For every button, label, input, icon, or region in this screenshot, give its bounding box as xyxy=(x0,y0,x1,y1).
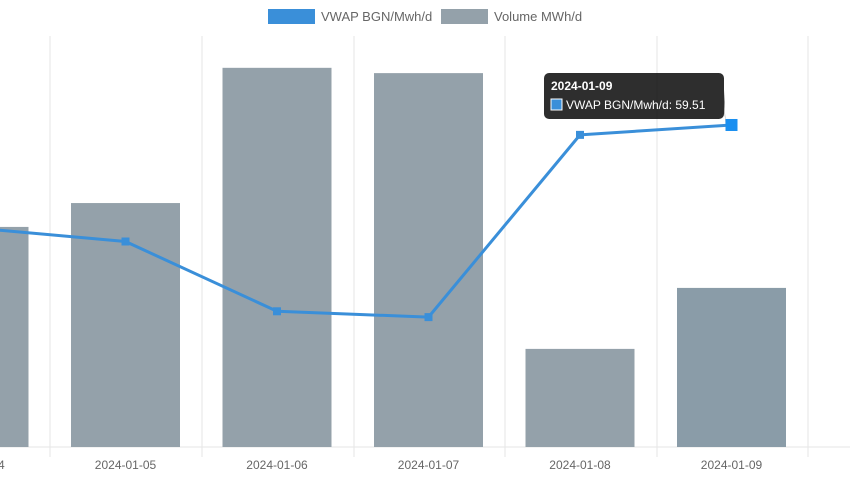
volume-bar-2024-01-04[interactable] xyxy=(0,226,29,447)
x-tick-label: 2024-01-09 xyxy=(701,458,763,472)
legend-item-volume[interactable]: Volume MWh/d xyxy=(441,9,582,24)
vwap-line xyxy=(0,123,732,319)
legend-label-vwap: VWAP BGN/Mwh/d xyxy=(321,9,432,24)
x-tick-label: 2024-01-08 xyxy=(549,458,611,472)
vwap-point-2024-01-05[interactable] xyxy=(121,237,130,246)
volume-bar-2024-01-07[interactable] xyxy=(374,73,483,447)
bar-series xyxy=(0,67,786,448)
x-tick-label: 2024-01-04 xyxy=(0,458,5,472)
tooltip-body: VWAP BGN/Mwh/d: 59.51 xyxy=(566,98,706,112)
volume-bar-2024-01-06[interactable] xyxy=(222,67,332,448)
tooltip-box xyxy=(544,73,724,119)
volume-bar-2024-01-09[interactable] xyxy=(677,287,786,447)
tooltip-caret xyxy=(724,90,726,125)
legend: VWAP BGN/Mwh/d Volume MWh/d xyxy=(268,9,582,24)
legend-swatch-volume xyxy=(441,9,488,24)
x-tick-label: 2024-01-07 xyxy=(398,458,460,472)
vwap-point-2024-01-08[interactable] xyxy=(576,130,584,139)
x-tick-label: 2024-01-05 xyxy=(95,458,157,472)
line-series xyxy=(0,118,738,322)
tooltip-title: 2024-01-09 xyxy=(551,79,613,93)
x-axis-ticks: 2024-01-04 2024-01-05 2024-01-06 2024-01-07… xyxy=(0,458,763,472)
legend-label-volume: Volume MWh/d xyxy=(494,9,582,24)
vwap-point-2024-01-06[interactable] xyxy=(273,307,281,316)
tooltip-swatch xyxy=(550,98,563,111)
volume-bar-2024-01-08[interactable] xyxy=(525,348,635,447)
vwap-point-2024-01-07[interactable] xyxy=(424,313,433,322)
vwap-point-2024-01-09[interactable] xyxy=(725,118,738,131)
legend-swatch-vwap xyxy=(268,9,315,24)
legend-item-vwap[interactable]: VWAP BGN/Mwh/d xyxy=(268,9,432,24)
tooltip: 2024-01-09 VWAP BGN/Mwh/d: 59.51 xyxy=(544,73,726,125)
x-tick-label: 2024-01-06 xyxy=(246,458,308,472)
